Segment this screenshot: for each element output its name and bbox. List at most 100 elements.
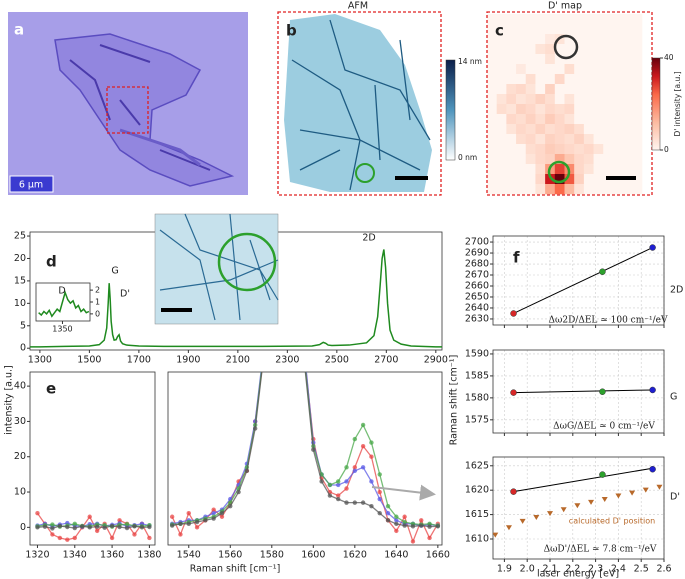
x-tick-label: 2300	[275, 355, 299, 366]
heatmap-cell	[496, 174, 507, 185]
colorbar-title: D' intensity [a.u.]	[673, 71, 682, 136]
heatmap-cell	[525, 64, 536, 75]
heatmap-cell	[545, 24, 556, 35]
data-point	[117, 518, 122, 523]
data-point	[352, 500, 358, 505]
heatmap-cell	[564, 14, 575, 25]
heatmap-cell	[622, 184, 633, 195]
data-point	[178, 532, 183, 537]
heatmap-cell	[603, 24, 614, 35]
data-point	[35, 525, 40, 530]
data-point	[360, 422, 366, 428]
y-axis-label: Raman shift [cm⁻¹]	[449, 355, 460, 446]
heatmap-cell	[632, 64, 643, 75]
data-point	[147, 524, 152, 530]
y-tick-label: 2660	[465, 280, 489, 291]
heatmap-cell	[516, 64, 527, 75]
panel-label: f	[513, 249, 520, 267]
heatmap-cell	[506, 84, 517, 95]
series-line	[513, 467, 653, 493]
heatmap-cell	[622, 84, 633, 95]
data-point	[574, 503, 581, 509]
heatmap-cell	[632, 174, 643, 185]
heatmap-cell	[535, 54, 546, 65]
side-label: G	[670, 392, 677, 403]
heatmap-cell	[622, 164, 633, 175]
heatmap-cell	[612, 134, 623, 145]
heatmap-cell	[612, 164, 623, 175]
data-point	[642, 487, 649, 493]
y-tick-label: 2700	[465, 237, 489, 248]
data-point	[139, 525, 145, 530]
heatmap-cell	[516, 174, 527, 185]
data-point	[505, 525, 512, 531]
x-tick-label: 1350	[52, 325, 72, 334]
heatmap-cell	[545, 54, 556, 65]
heatmap-cell	[516, 24, 527, 35]
heatmap-cell	[622, 124, 633, 135]
data-point	[360, 465, 366, 470]
heatmap-cell	[516, 54, 527, 65]
data-point	[385, 503, 391, 509]
heatmap-cell	[525, 174, 536, 185]
axes-frame	[492, 456, 665, 560]
heatmap-cell	[583, 24, 594, 35]
heatmap-cell	[487, 44, 497, 55]
heatmap-cell	[516, 164, 527, 175]
heatmap-cell	[603, 134, 614, 145]
heatmap-cell	[564, 154, 575, 165]
data-point	[194, 519, 200, 525]
heatmap-cell	[574, 174, 585, 185]
data-point	[385, 511, 391, 516]
heatmap-cell	[506, 114, 517, 125]
data-point	[87, 525, 92, 530]
data-point	[94, 524, 100, 529]
heatmap-cell	[554, 14, 565, 25]
y-tick-label: 1575	[465, 414, 489, 425]
data-point	[219, 511, 225, 516]
y-tick-label: 40	[14, 381, 26, 392]
data-point	[588, 499, 595, 505]
data-point	[394, 528, 399, 534]
heatmap-cell	[496, 84, 507, 95]
heatmap-cell	[612, 64, 623, 75]
afm-image	[277, 11, 456, 196]
optical-image	[8, 12, 248, 195]
x-tick-label: 1300	[28, 355, 52, 366]
heatmap-cell	[612, 44, 623, 55]
heatmap-cell	[535, 24, 546, 35]
data-point	[435, 524, 441, 529]
heatmap-cell	[535, 114, 546, 125]
inset-label: D	[58, 286, 65, 297]
data-point	[344, 465, 349, 470]
peak-label: G	[111, 266, 118, 277]
colorbar-tick-label: 40	[664, 53, 674, 62]
x-tick-label: 2.4	[611, 564, 626, 575]
data-point	[50, 526, 55, 531]
data-point	[336, 496, 341, 502]
heatmap-cell	[583, 94, 594, 105]
heatmap-cell	[525, 164, 536, 175]
x-tick-label: 2500	[325, 355, 349, 366]
heatmap-cell	[593, 14, 604, 25]
heatmap-cell	[535, 44, 546, 55]
heatmap-cell	[554, 124, 565, 135]
heatmap-cell	[516, 114, 527, 125]
annotation: ΔωG/ΔEL ≃ 0 cm⁻¹/eV	[553, 422, 655, 432]
y-tick-label: 1620	[465, 485, 489, 496]
data-point	[65, 537, 70, 542]
heatmap-cell	[603, 104, 614, 115]
heatmap-cell	[535, 84, 546, 95]
heatmap-cell	[574, 74, 585, 85]
heatmap-cell	[487, 154, 497, 165]
data-point	[236, 489, 241, 495]
heatmap-cell	[525, 44, 536, 55]
heatmap-cell	[554, 64, 565, 75]
heatmap-cell	[583, 124, 594, 135]
series-line	[38, 290, 90, 318]
heatmap-cell	[564, 174, 575, 185]
x-axis-label: laser energy [eV]	[537, 569, 619, 579]
heatmap-cell	[583, 154, 594, 165]
heatmap-cell	[496, 184, 507, 195]
data-point	[186, 521, 191, 527]
